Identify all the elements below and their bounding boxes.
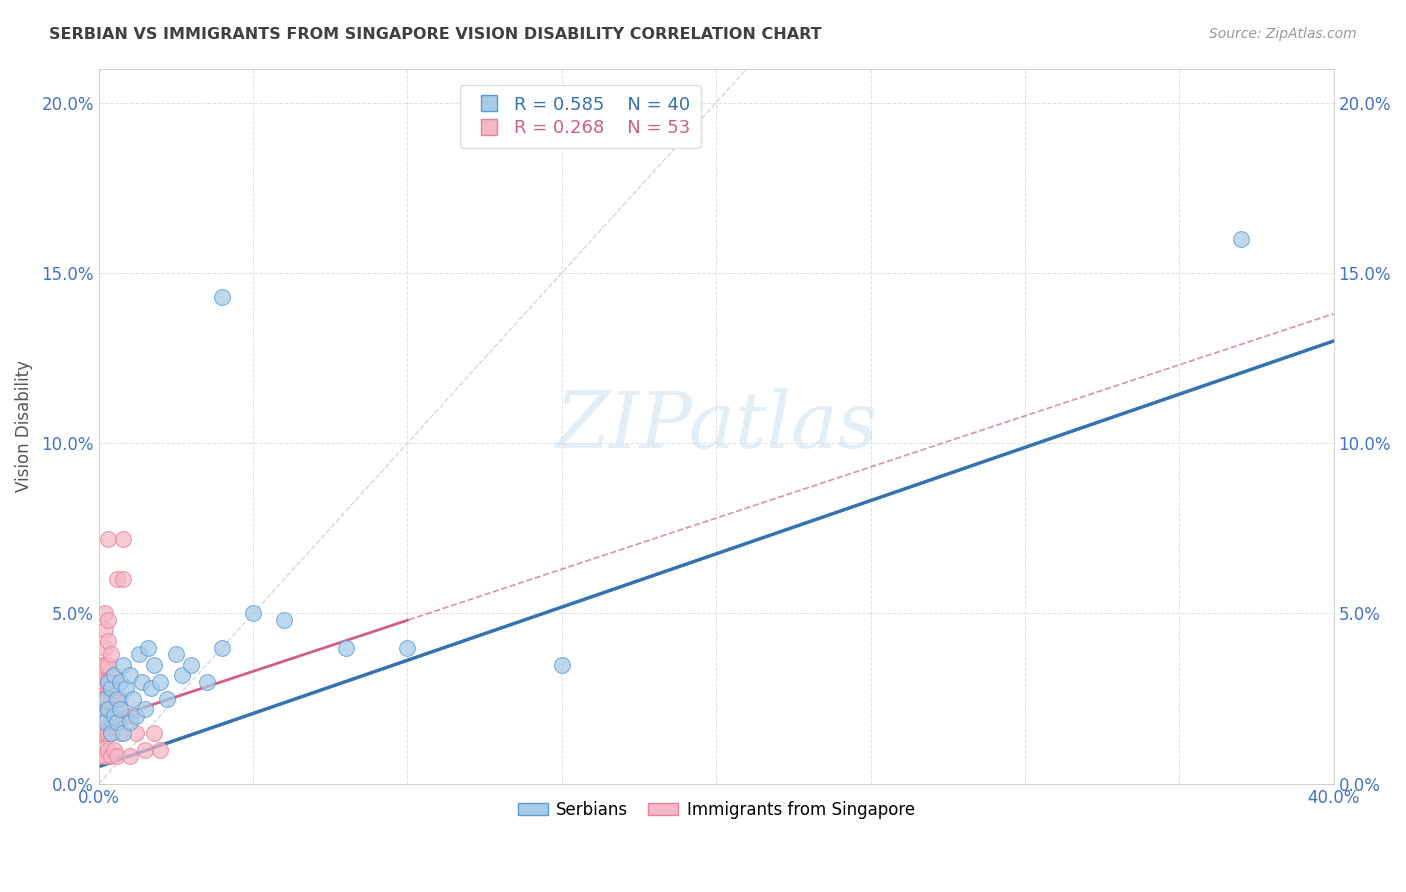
Point [211, 640, 233, 655]
Point [105, 749, 128, 764]
Point [94, 674, 117, 689]
Point [551, 657, 574, 672]
Legend: Serbians, Immigrants from Singapore: Serbians, Immigrants from Singapore [510, 794, 921, 825]
Point [90, 657, 112, 672]
Point [87, 749, 110, 764]
Point [100, 708, 122, 723]
Point [94, 691, 117, 706]
Point [112, 573, 135, 587]
Point [97, 708, 120, 723]
Point [87, 691, 110, 706]
Point [335, 640, 357, 655]
Point [97, 657, 120, 672]
Point [97, 674, 120, 689]
Point [115, 708, 138, 723]
Point [165, 648, 187, 662]
Point [112, 725, 135, 739]
Point [97, 613, 120, 627]
Point [110, 725, 132, 739]
Text: SERBIAN VS IMMIGRANTS FROM SINGAPORE VISION DISABILITY CORRELATION CHART: SERBIAN VS IMMIGRANTS FROM SINGAPORE VIS… [49, 27, 823, 42]
Point [103, 691, 125, 706]
Point [100, 691, 122, 706]
Point [100, 749, 122, 764]
Point [90, 674, 112, 689]
Point [94, 607, 117, 621]
Point [112, 657, 135, 672]
Point [125, 708, 148, 723]
Point [118, 715, 141, 730]
Point [97, 702, 120, 716]
Point [103, 667, 125, 681]
Point [100, 725, 122, 739]
Point [134, 702, 156, 716]
Point [94, 725, 117, 739]
Point [110, 702, 132, 716]
Point [180, 657, 202, 672]
Point [105, 691, 128, 706]
Point [128, 648, 150, 662]
Point [100, 648, 122, 662]
Point [131, 674, 153, 689]
Point [97, 633, 120, 648]
Point [242, 607, 264, 621]
Point [90, 725, 112, 739]
Point [87, 725, 110, 739]
Point [103, 667, 125, 681]
Point [118, 667, 141, 681]
Point [90, 708, 112, 723]
Point [94, 691, 117, 706]
Point [211, 290, 233, 304]
Point [110, 674, 132, 689]
Point [115, 681, 138, 696]
Point [100, 725, 122, 739]
Point [105, 573, 128, 587]
Point [118, 708, 141, 723]
Point [103, 742, 125, 756]
Point [97, 742, 120, 756]
Point [143, 725, 166, 739]
Point [1230, 232, 1253, 246]
Point [94, 715, 117, 730]
Point [90, 691, 112, 706]
Point [97, 532, 120, 546]
Point [195, 674, 218, 689]
Point [112, 532, 135, 546]
Point [94, 749, 117, 764]
Point [273, 613, 295, 627]
Point [90, 742, 112, 756]
Point [103, 708, 125, 723]
Point [97, 674, 120, 689]
Point [100, 681, 122, 696]
Point [94, 624, 117, 638]
Point [170, 667, 193, 681]
Point [97, 725, 120, 739]
Point [105, 715, 128, 730]
Point [97, 691, 120, 706]
Point [94, 657, 117, 672]
Point [100, 674, 122, 689]
Point [149, 742, 172, 756]
Point [118, 749, 141, 764]
Point [143, 657, 166, 672]
Y-axis label: Vision Disability: Vision Disability [15, 360, 32, 492]
Point [90, 715, 112, 730]
Point [105, 691, 128, 706]
Point [156, 691, 179, 706]
Text: Source: ZipAtlas.com: Source: ZipAtlas.com [1209, 27, 1357, 41]
Point [125, 725, 148, 739]
Point [110, 691, 132, 706]
Point [105, 715, 128, 730]
Point [396, 640, 419, 655]
Point [149, 674, 172, 689]
Text: ZIPatlas: ZIPatlas [555, 388, 877, 464]
Point [94, 640, 117, 655]
Point [134, 742, 156, 756]
Point [136, 640, 159, 655]
Point [141, 681, 163, 696]
Point [103, 715, 125, 730]
Point [94, 708, 117, 723]
Point [121, 691, 143, 706]
Point [87, 708, 110, 723]
